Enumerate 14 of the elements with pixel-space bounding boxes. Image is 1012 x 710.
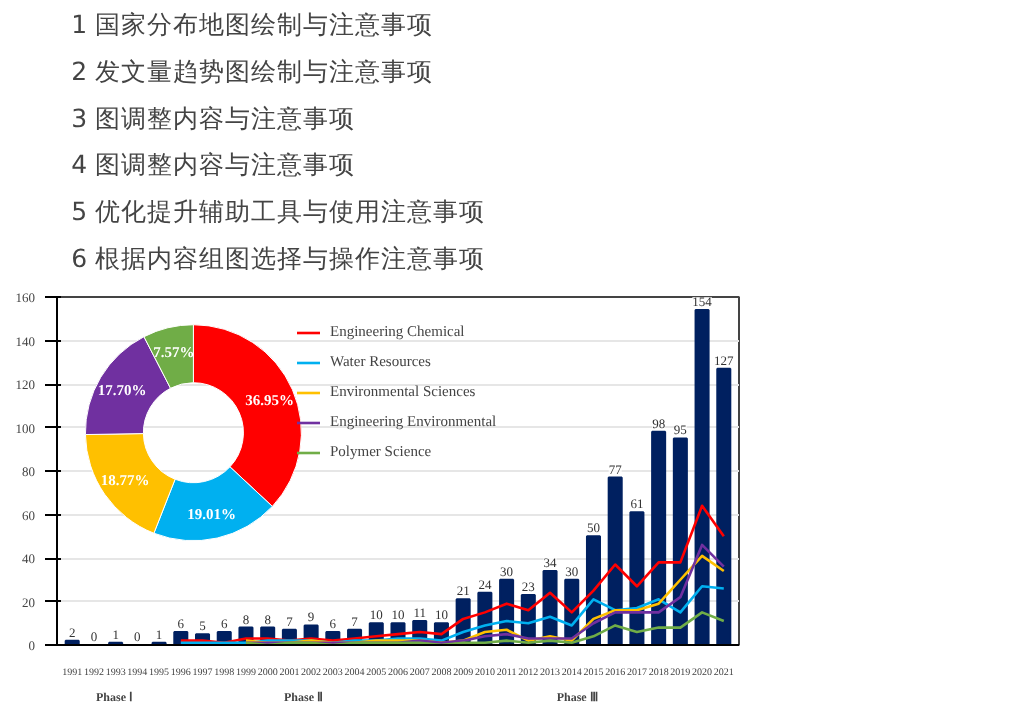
bar (716, 367, 732, 645)
line-series (244, 611, 726, 645)
bar (694, 309, 710, 645)
bar (651, 430, 667, 645)
text: 3 图调整内容与注意事项 (71, 102, 356, 133)
bar (607, 476, 623, 645)
bar (672, 437, 688, 645)
text: 6 根据内容组图选择与操作注意事项 (71, 242, 486, 273)
text: 4 图调整内容与注意事项 (71, 149, 356, 180)
line-series (179, 584, 726, 645)
text: 1 国家分布地图绘制与注意事项 (71, 9, 434, 40)
text: 5 优化提升辅助工具与使用注意事项 (71, 196, 486, 226)
text: 2 发文量趋势图绘制与注意事项 (71, 56, 434, 86)
line-series (179, 504, 726, 645)
